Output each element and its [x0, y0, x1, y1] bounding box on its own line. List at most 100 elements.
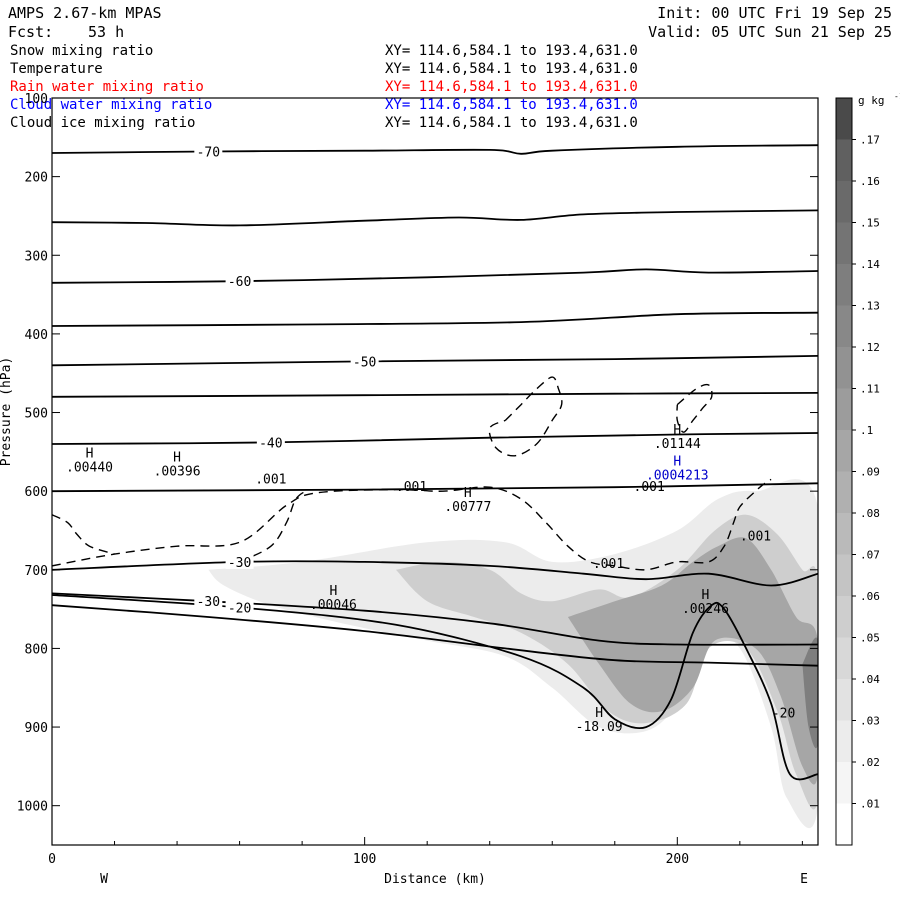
temperature-label: -30 [228, 556, 251, 571]
field-xy-range: XY= 114.6,584.1 to 193.4,631.0 [385, 43, 638, 59]
forecast-value: 53 h [88, 23, 125, 41]
colorbar-swatch [836, 388, 852, 430]
valid-time: Valid: 05 UTC Sun 21 Sep 25 [648, 23, 892, 41]
temperature-contour [52, 144, 818, 155]
high-value: .00777 [444, 500, 491, 515]
west-label: W [100, 872, 108, 887]
temperature-contour [52, 268, 818, 284]
colorbar-swatch [836, 347, 852, 389]
field-name: Cloud water mixing ratio [10, 97, 213, 113]
y-tick-label: 400 [25, 328, 48, 343]
y-tick-label: 900 [25, 721, 48, 736]
field-xy-range: XY= 114.6,584.1 to 193.4,631.0 [385, 79, 638, 95]
field-name: Rain water mixing ratio [10, 79, 204, 95]
temperature-contour [52, 355, 818, 367]
temperature-label: -70 [197, 145, 220, 160]
y-tick-label: 600 [25, 485, 48, 500]
east-label: E [800, 872, 808, 887]
temperature-contour [52, 432, 818, 445]
colorbar-label: .03 [860, 715, 880, 728]
colorbar-swatch [836, 430, 852, 472]
colorbar-label: .12 [860, 341, 880, 354]
temperature-contour [52, 392, 818, 398]
model-title: AMPS 2.67-km MPAS [8, 4, 162, 22]
init-time: Init: 00 UTC Fri 19 Sep 25 [657, 4, 892, 22]
cloud-ice-contour [239, 489, 309, 563]
y-tick-label: 800 [25, 642, 48, 657]
forecast-label: Fcst: [8, 23, 54, 41]
field-name: Temperature [10, 61, 103, 77]
colorbar-swatch [836, 554, 852, 596]
contour-label-bg [194, 593, 223, 609]
contour-inline-label: .001 [593, 557, 624, 572]
contour-label-bg [350, 353, 379, 369]
high-marker: H [464, 486, 472, 501]
colorbar-swatch [836, 637, 852, 679]
y-axis-label: Pressure (hPa) [0, 357, 14, 467]
high-marker: H [86, 447, 94, 462]
colorbar-label: .05 [860, 632, 880, 645]
temperature-contour [52, 594, 818, 781]
y-tick-label: 200 [25, 171, 48, 186]
high-marker: H [673, 454, 681, 469]
colorbar-label: .09 [860, 466, 880, 479]
high-value: .01144 [654, 437, 701, 452]
y-tick-label: 300 [25, 249, 48, 264]
contour-inline-label: .001 [740, 530, 771, 545]
colorbar-label: .16 [860, 175, 880, 188]
shaded-region [567, 537, 818, 785]
colorbar-label: .15 [860, 217, 880, 230]
colorbar-swatch [836, 596, 852, 638]
colorbar-label: .07 [860, 549, 880, 562]
field-xy-range: XY= 114.6,584.1 to 193.4,631.0 [385, 115, 638, 131]
contour-inline-label: .001 [255, 472, 286, 487]
colorbar-swatch [836, 762, 852, 804]
colorbar-label: .13 [860, 300, 880, 313]
contour-label-bg [256, 434, 285, 450]
contour-label-bg [194, 143, 223, 159]
cloud-ice-contour [488, 376, 563, 457]
x-axis-label: Distance (km) [384, 872, 486, 887]
colorbar-label: .17 [860, 134, 880, 147]
colorbar-swatch [836, 803, 852, 845]
temperature-label: -20 [228, 602, 251, 617]
temperature-label: -60 [228, 275, 251, 290]
x-tick-label: 100 [353, 852, 376, 867]
colorbar-swatch [836, 305, 852, 347]
contour-inline-label: .001 [396, 480, 427, 495]
colorbar-label: .11 [860, 383, 880, 396]
colorbar-label: .02 [860, 756, 880, 769]
high-marker: H [173, 450, 181, 465]
colorbar-swatch [836, 471, 852, 513]
temperature-contour [52, 311, 818, 327]
y-tick-label: 700 [25, 564, 48, 579]
colorbar-label: .01 [860, 798, 880, 811]
high-value: .00046 [310, 598, 357, 613]
colorbar-swatch [836, 181, 852, 223]
colorbar-swatch [836, 513, 852, 555]
temperature-label: -30 [197, 595, 220, 610]
cloud-ice-contour [676, 383, 713, 433]
field-xy-range: XY= 114.6,584.1 to 193.4,631.0 [385, 61, 638, 77]
colorbar-label: .04 [860, 673, 880, 686]
contour-label-bg [225, 273, 254, 289]
high-value: .00440 [66, 461, 113, 476]
colorbar-label: .1 [860, 424, 873, 437]
field-name: Snow mixing ratio [10, 43, 154, 59]
colorbar-label: .06 [860, 590, 880, 603]
colorbar-swatch [836, 139, 852, 181]
high-value: -18.09 [576, 720, 623, 735]
contour-inline-label: .001 [634, 480, 665, 495]
contour-label-bg [225, 599, 254, 615]
contour-inline-label: -20 [772, 707, 795, 722]
high-marker: H [329, 584, 337, 599]
colorbar-swatch [836, 222, 852, 264]
contour-label-bg [225, 553, 254, 569]
y-tick-label: 100 [25, 92, 48, 107]
colorbar-swatch [836, 98, 852, 140]
colorbar-label: .14 [860, 258, 880, 271]
high-marker: H [595, 706, 603, 721]
temperature-label: -40 [259, 436, 282, 451]
colorbar-swatch [836, 264, 852, 306]
